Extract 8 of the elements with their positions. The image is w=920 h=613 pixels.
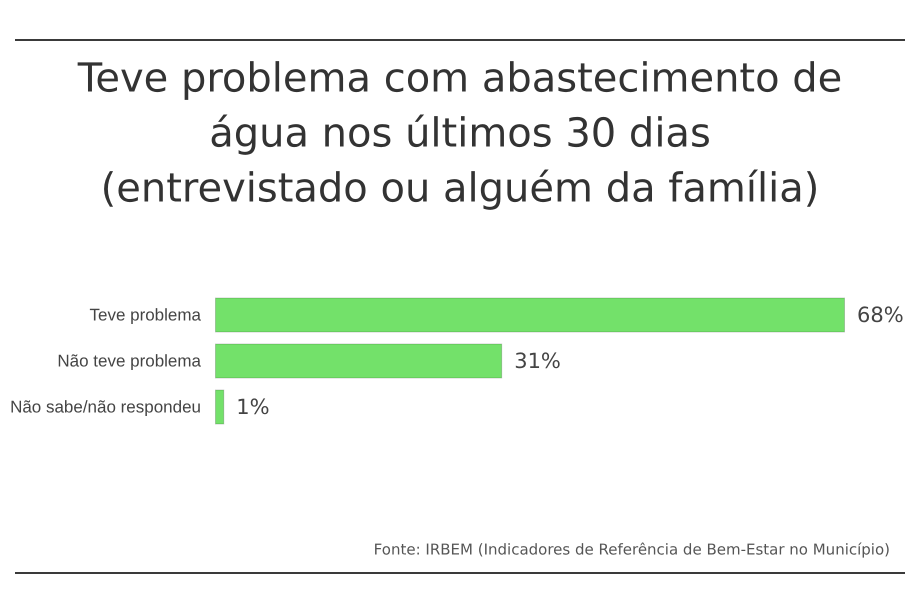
source-note: Fonte: IRBEM (Indicadores de Referência de Bem-Estar no Município) [374,540,890,558]
data-label: 68% [857,303,904,327]
y-tick-label: Não sabe/não respondeu [10,398,201,416]
chart-title: Teve problema com abastecimento de água nos últimos 30 dias (entrevistado ou alguém da família) [76,56,842,212]
data-label: 31% [514,349,561,373]
y-tick-label: Teve problema [89,306,202,324]
data-label: 1% [236,395,270,419]
y-tick-label: Não teve problema [57,352,202,370]
